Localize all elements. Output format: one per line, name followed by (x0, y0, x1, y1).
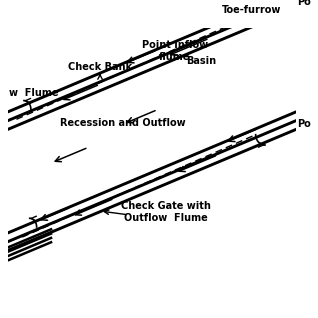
Text: Basin: Basin (186, 57, 217, 66)
Text: Toe-furrow: Toe-furrow (222, 5, 282, 15)
Text: Recession and Outflow: Recession and Outflow (60, 118, 186, 128)
Text: Point Inflow
flume: Point Inflow flume (142, 40, 208, 62)
Text: Po: Po (297, 0, 311, 8)
Text: Check Bank: Check Bank (68, 62, 132, 72)
Text: Check Gate with
Outflow  Flume: Check Gate with Outflow Flume (121, 201, 211, 223)
Text: Po: Po (297, 119, 311, 128)
Text: w  Flume: w Flume (9, 87, 59, 98)
